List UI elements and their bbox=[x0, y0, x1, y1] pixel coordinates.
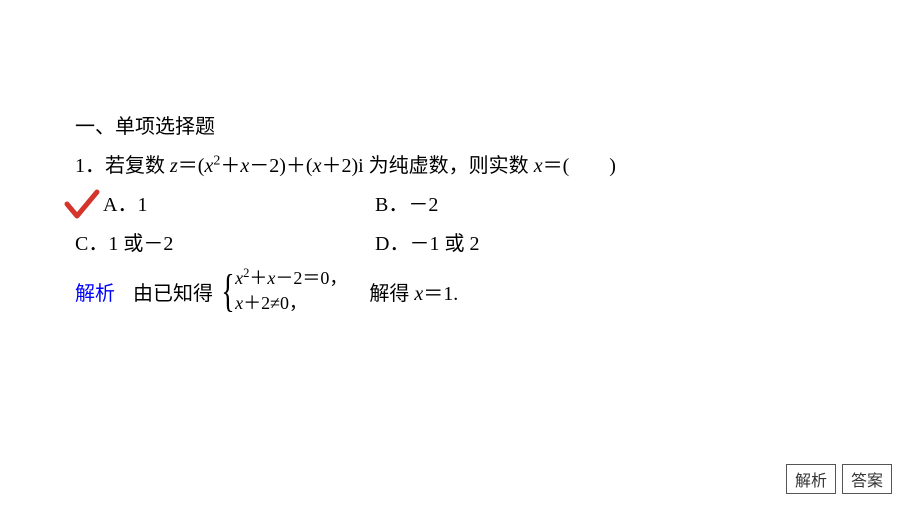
footer-buttons: 解析 答案 bbox=[786, 464, 892, 494]
eq-end: ＝( ) bbox=[543, 155, 616, 177]
question-number: 1． bbox=[75, 155, 105, 177]
var-x4: x bbox=[534, 155, 543, 177]
var-x2: x bbox=[240, 155, 249, 177]
explanation-line: 解析 由已知得 { x2＋x－2＝0， x＋2≠0， 解得 x＝1. bbox=[75, 266, 845, 316]
checkmark-icon bbox=[63, 186, 103, 226]
left-brace: { bbox=[221, 268, 234, 314]
question-line: 1．若复数 z＝(x2＋x－2)＋(x＋2)i 为纯虚数，则实数 x＝( ) bbox=[75, 149, 845, 178]
option-d: D．－1 或 2 bbox=[375, 227, 845, 256]
option-c-text: C．1 或－2 bbox=[75, 233, 173, 255]
option-d-text: D．－1 或 2 bbox=[375, 233, 479, 255]
explain-prefix: 由已知得 bbox=[133, 277, 213, 306]
sys-x1: x bbox=[235, 268, 243, 288]
minus2: －2)＋( bbox=[249, 155, 312, 177]
system-line-2: x＋2≠0， bbox=[235, 291, 347, 316]
suffix-x: x bbox=[414, 283, 423, 305]
equation-system: { x2＋x－2＝0， x＋2≠0， bbox=[217, 266, 347, 316]
plus1: ＋ bbox=[220, 155, 240, 177]
options-row-2: C．1 或－2 D．－1 或 2 bbox=[75, 227, 845, 256]
answer-button[interactable]: 答案 bbox=[842, 464, 892, 494]
section-title: 一、单项选择题 bbox=[75, 110, 845, 139]
suffix-pre: 解得 bbox=[369, 283, 414, 305]
option-b: B．－2 bbox=[375, 188, 845, 217]
plus2i: ＋2)i 为纯虚数，则实数 bbox=[321, 155, 533, 177]
option-b-text: B．－2 bbox=[375, 194, 438, 216]
eq-part1: ＝( bbox=[178, 155, 205, 177]
brace-content: x2＋x－2＝0， x＋2≠0， bbox=[235, 266, 347, 316]
var-z: z bbox=[170, 155, 178, 177]
option-c: C．1 或－2 bbox=[75, 227, 375, 256]
option-a: A．1 bbox=[75, 188, 375, 217]
sys-x2: x bbox=[235, 293, 243, 313]
system-line-1: x2＋x－2＝0， bbox=[235, 266, 347, 291]
sys-rest2: ＋2≠0， bbox=[243, 293, 307, 313]
question-prefix: 若复数 bbox=[105, 155, 170, 177]
explain-button[interactable]: 解析 bbox=[786, 464, 836, 494]
explain-suffix: 解得 x＝1. bbox=[369, 277, 458, 306]
suffix-end: ＝1. bbox=[423, 283, 458, 305]
options-row-1: A．1 B．－2 bbox=[75, 188, 845, 217]
section-title-text: 一、单项选择题 bbox=[75, 116, 215, 138]
sys-rest1: ＋ bbox=[249, 268, 267, 288]
explain-label: 解析 bbox=[75, 277, 115, 306]
sys-end1: －2＝0， bbox=[275, 268, 347, 288]
